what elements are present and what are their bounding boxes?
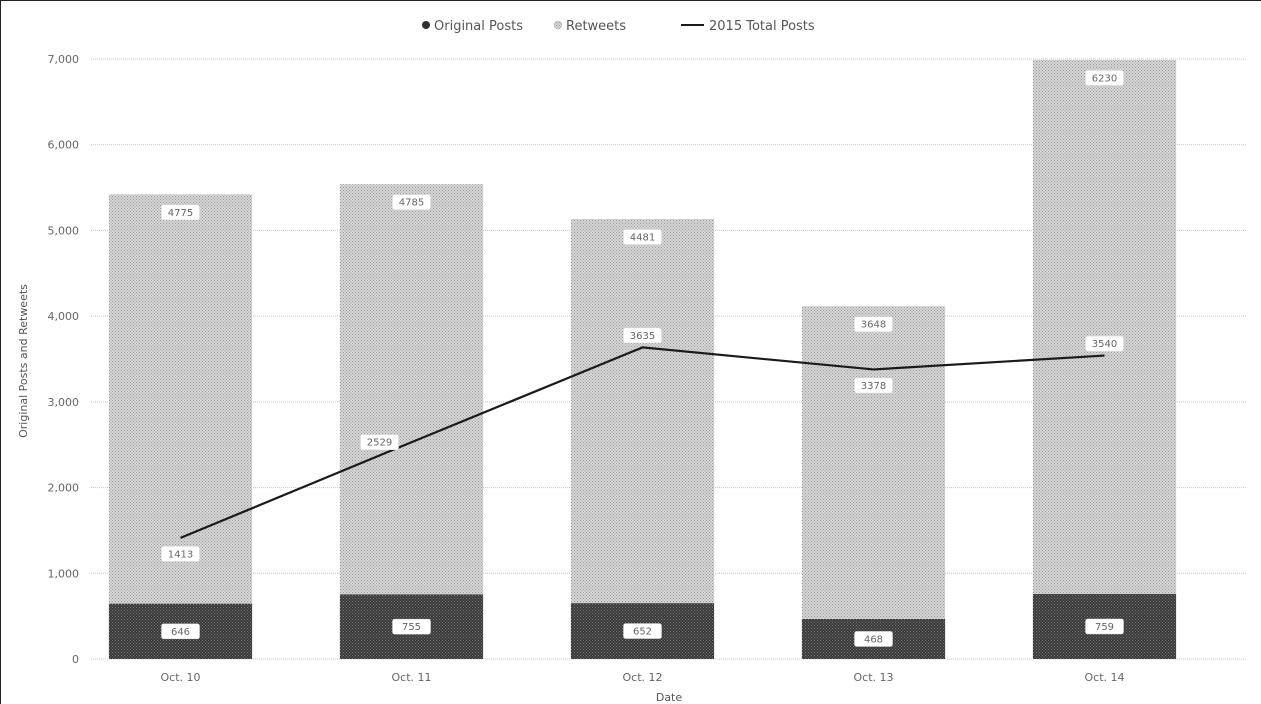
x-tick-label: Oct. 13 [853,671,893,684]
legend-marker-retweets [553,20,563,30]
y-tick-label: 4,000 [48,310,80,323]
total-posts-line [180,346,1105,539]
legend-label-retweets: Retweets [566,19,626,34]
x-tick-label: Oct. 12 [622,671,662,684]
data-label-box [623,229,662,245]
y-axis-title: Original Posts and Retweets [17,284,30,438]
legend-label-total-posts: 2015 Total Posts [709,19,815,34]
line-label-box [623,327,662,344]
y-axis-ticks: 0 1,000 2,000 3,000 4,000 5,000 6,000 7,000 [48,53,80,666]
data-label: 4775 [168,208,193,219]
line-data-label: 3378 [861,381,886,392]
data-label: 755 [402,622,421,633]
data-label: 4481 [630,233,655,244]
data-label-box [392,194,431,210]
line-data-label: 3540 [1092,339,1117,350]
data-label-box [854,631,893,647]
y-tick-label: 1,000 [48,567,80,580]
total-posts-polyline [180,346,1105,539]
bar-retweets [570,219,715,604]
data-label-box [1085,70,1124,86]
y-tick-label: 3,000 [48,396,80,409]
bar-retweets [339,184,484,595]
y-tick-label: 6,000 [48,139,80,152]
y-tick-label: 0 [72,653,79,666]
line-label-box [161,546,200,562]
data-labels: 646 4775 755 4785 652 4481 468 3648 759 6230 1413 2… [161,70,1124,647]
data-label-box [623,623,662,639]
x-tick-label: Oct. 10 [160,671,200,684]
bar-retweets [1032,59,1177,594]
x-axis-ticks: Oct. 10 Oct. 11 Oct. 12 Oct. 13 Oct. 14 [160,671,1124,684]
data-label: 6230 [1092,73,1117,84]
data-label: 646 [171,627,190,638]
data-label: 652 [633,627,652,638]
y-tick-label: 2,000 [48,482,80,495]
data-label: 4785 [399,198,424,209]
line-data-label: 3635 [630,331,655,342]
line-data-label: 1413 [168,549,193,560]
line-label-box [1085,335,1124,352]
x-axis-title: Date [656,691,683,704]
data-label-box [392,618,431,635]
x-tick-label: Oct. 11 [391,671,431,684]
bar-retweets [801,306,946,619]
bars [108,59,1177,659]
legend-label-original-posts: Original Posts [434,19,523,34]
data-label-box [161,204,200,221]
data-label-box [1085,618,1124,635]
line-label-box [360,434,399,450]
data-label-box [854,316,893,332]
x-tick-label: Oct. 14 [1084,671,1124,684]
legend: Original Posts Retweets 2015 Total Posts [422,19,815,34]
y-tick-label: 5,000 [48,224,80,237]
data-label: 3648 [861,320,886,331]
bar-retweets [108,194,253,604]
line-data-label: 2529 [367,438,392,449]
data-label-box [161,623,200,640]
y-tick-label: 7,000 [48,53,80,66]
data-label: 468 [864,634,883,645]
data-label: 759 [1095,622,1114,633]
legend-marker-original-posts [422,21,430,29]
line-label-box [854,377,893,394]
